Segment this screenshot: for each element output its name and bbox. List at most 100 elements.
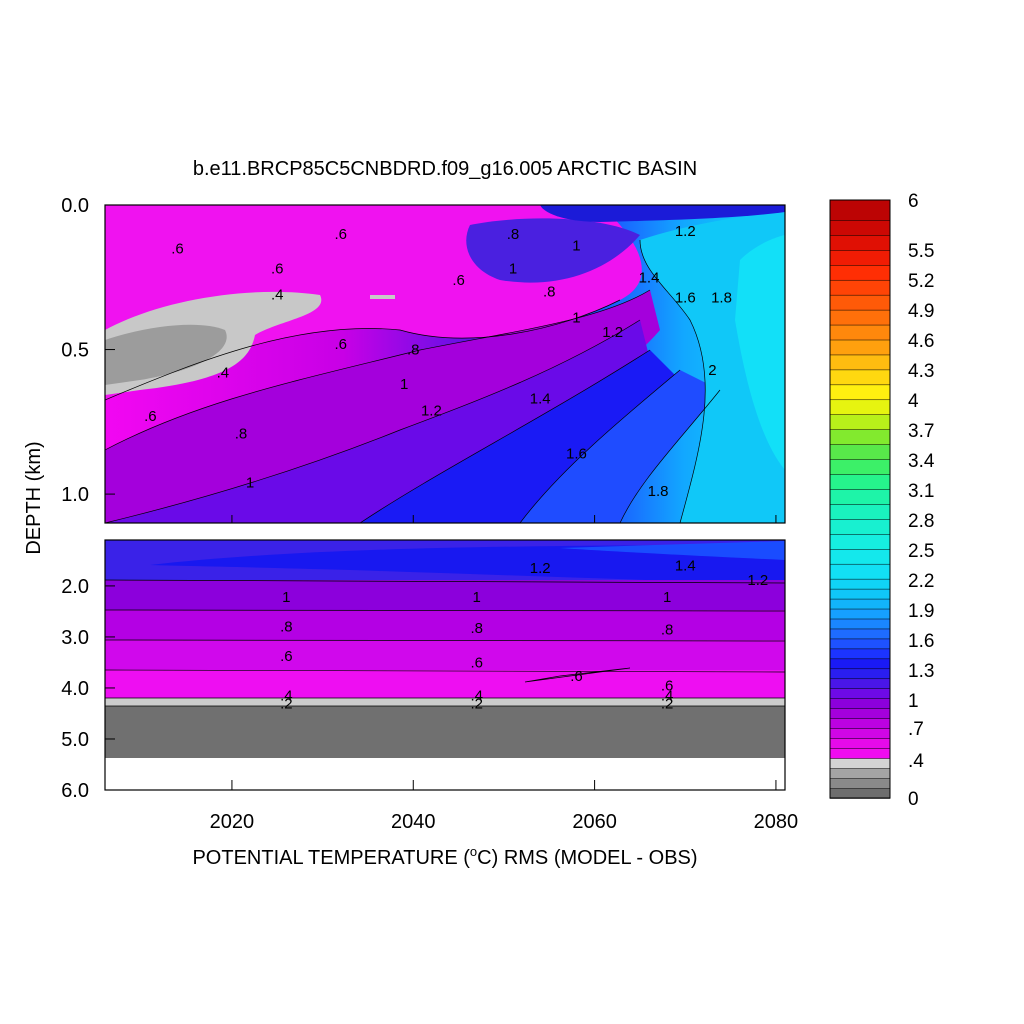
contour-label: .6 (452, 272, 465, 289)
contour-line-7 (105, 299, 621, 401)
lower-band-0 (105, 706, 785, 758)
colorbar-bin (829, 279, 891, 296)
colorbar-label: 0 (908, 789, 919, 810)
contour-label: 1.8 (648, 483, 669, 500)
contour-line-6 (639, 239, 706, 523)
colorbar-label: 3.7 (908, 421, 934, 442)
colorbar-bin (829, 473, 891, 490)
colorbar-bin (829, 428, 891, 445)
colorbar-label: 1.3 (908, 661, 934, 682)
colorbar-label: 4 (908, 391, 919, 412)
colorbar-bin (829, 324, 891, 341)
contour-label: .6 (171, 240, 184, 257)
lower-panel (105, 540, 785, 790)
contour-label: .2 (470, 695, 483, 712)
lower-region-cyan-wedge (560, 541, 785, 560)
colorbar-label: 4.3 (908, 361, 934, 382)
contour-label: 1.2 (530, 560, 551, 577)
lower-band-1.0 (105, 580, 785, 610)
colorbar-bin (829, 678, 891, 689)
lower-panel-frame (104, 539, 786, 791)
upper-panel-frame (104, 204, 786, 524)
lower-band-0.6 (105, 670, 785, 698)
colorbar-label: 2.2 (908, 571, 934, 592)
lower-contour-3 (105, 639, 785, 642)
contour-line-1 (105, 289, 651, 451)
colorbar-bin (829, 503, 891, 520)
colorbar-bin (829, 249, 891, 266)
contour-label: .4 (661, 688, 674, 705)
lower-contour-2 (105, 609, 785, 612)
contour-label: 1 (572, 310, 580, 327)
colorbar-bin (829, 767, 891, 779)
contour-label: 1 (663, 589, 671, 606)
contour-label: .6 (280, 648, 293, 665)
colorbar-label: .7 (908, 719, 924, 740)
region-surface-dark-blue-strip (540, 205, 785, 222)
colorbar-label: .4 (908, 751, 924, 772)
contour-label: .8 (661, 621, 674, 638)
colorbar-bin (829, 757, 891, 769)
contour-label: 1.8 (711, 290, 732, 307)
colorbar-bin (829, 747, 891, 759)
colorbar-bin (829, 354, 891, 371)
axes-layer: 2020 2040 2060 2080 0.0 0.5 1.0 2.0 3.0 4.0 5.0 6.0 (61, 195, 798, 833)
contour-label: .4 (280, 688, 293, 705)
y-tick-label: 5.0 (61, 729, 89, 751)
colorbar-bin (829, 578, 891, 590)
x-axis-label-superscript: o (470, 844, 477, 859)
x-tick-label: 2040 (391, 811, 436, 833)
colorbar-bin (829, 548, 891, 565)
colorbar-bin (829, 369, 891, 386)
contour-label: .2 (280, 695, 293, 712)
contour-label: .8 (507, 226, 520, 243)
lower-region-blue-wedge (150, 545, 785, 585)
colorbar-label: 3.4 (908, 451, 935, 472)
colorbar-bin (829, 294, 891, 311)
contour-label: .8 (470, 620, 483, 637)
y-tick-label: 6.0 (61, 780, 89, 802)
colorbar-bin (829, 399, 891, 415)
contour-label: .4 (470, 688, 483, 705)
colorbar-bin (829, 518, 891, 535)
region-purple-band (105, 290, 660, 523)
contour-label: .6 (271, 261, 284, 278)
region-blue-deep (360, 350, 680, 523)
colorbar-bin (829, 384, 891, 401)
contour-label: 1 (246, 475, 254, 492)
contour-line-5 (619, 389, 721, 523)
region-cyan-core (735, 235, 785, 470)
contour-label: 1 (572, 237, 580, 254)
colorbar-bin (829, 658, 891, 670)
contour-label: 1 (400, 376, 408, 393)
x-axis-label-part2: C) RMS (MODEL - OBS) (477, 847, 697, 869)
x-tick-label: 2020 (210, 811, 255, 833)
colorbar-bin (829, 668, 891, 680)
colorbar-bin (829, 787, 891, 799)
x-tick-label: 2080 (754, 811, 799, 833)
x-axis-label-part1: POTENTIAL TEMPERATURE ( (192, 847, 470, 869)
contour-label: 1.2 (421, 402, 442, 419)
contour-label: .6 (334, 336, 347, 353)
lower-contour-1 (105, 579, 785, 584)
contour-label: .8 (543, 284, 556, 301)
colorbar-frame (829, 199, 891, 799)
colorbar-bin (829, 199, 891, 221)
colorbar-label: 1.9 (908, 601, 934, 622)
colorbar-bin (829, 309, 891, 326)
lower-band-0.7 (105, 640, 785, 670)
colorbar-bin (829, 234, 891, 251)
colorbar-bin (829, 339, 891, 356)
colorbar-bin (829, 717, 891, 729)
colorbar-bin (829, 638, 891, 650)
contour-line-4 (519, 369, 681, 523)
contour-label: 1.4 (639, 269, 660, 286)
lower-contour-4 (105, 669, 785, 673)
upper-panel (105, 205, 785, 523)
colorbar: 6 5.5 5.2 4.9 4.6 4.3 4 3.7 3.4 3.1 2.8 2.5 2.2 1.9 1.… (829, 191, 935, 810)
colorbar-bin (829, 628, 891, 640)
contour-label: .8 (407, 342, 420, 359)
contour-label: 1.6 (566, 446, 587, 463)
colorbar-label: 1 (908, 691, 919, 712)
